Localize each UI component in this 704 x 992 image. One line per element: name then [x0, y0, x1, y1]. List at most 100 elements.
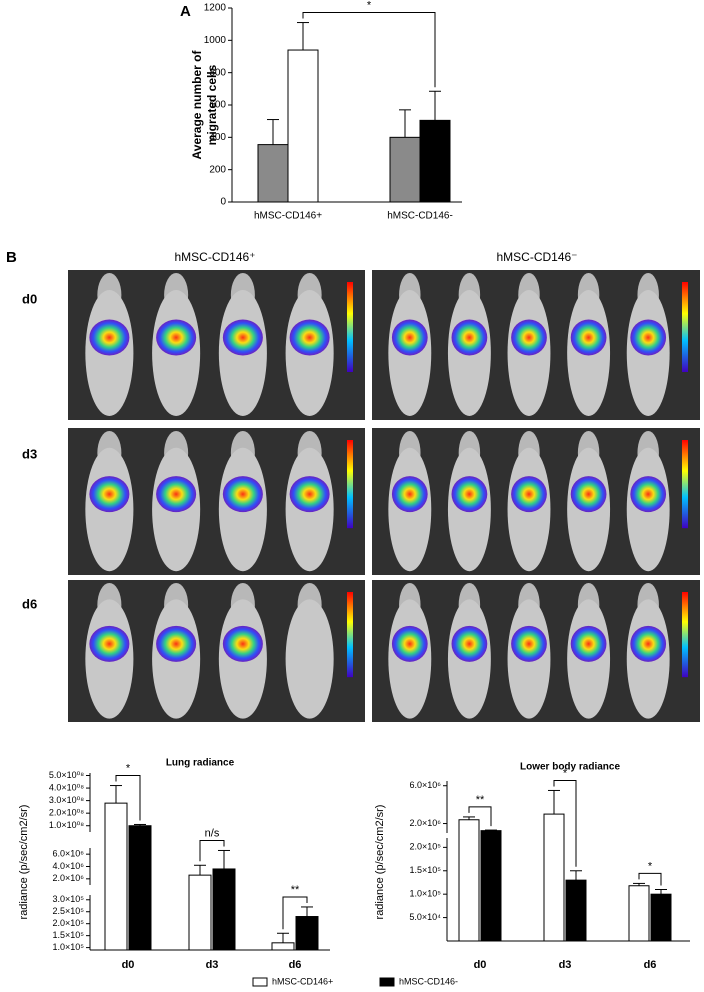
y-tick-label: 1.0×10⁰⁸ — [49, 820, 84, 830]
row-label: d0 — [22, 291, 37, 306]
significance-label: * — [648, 860, 653, 872]
signal-blob — [630, 319, 667, 356]
y-tick-label: 5.0×10⁴ — [409, 912, 441, 922]
significance-label: * — [367, 0, 372, 11]
y-tick-label: 1.5×10⁵ — [409, 865, 441, 875]
bar — [295, 916, 319, 951]
x-tick-label: d3 — [206, 959, 219, 971]
colorbar — [347, 592, 353, 678]
significance-bracket — [199, 839, 225, 862]
bar — [188, 874, 212, 951]
bar — [419, 119, 451, 203]
significance-label: ** — [476, 794, 485, 806]
x-tick-label: d6 — [644, 959, 657, 971]
colorbar — [682, 592, 688, 678]
bar — [104, 802, 128, 951]
y-tick-label: 1.0×10⁵ — [409, 889, 441, 899]
signal-blob — [570, 319, 607, 356]
chart-title: Lung radiance — [166, 758, 235, 769]
colorbar — [682, 282, 688, 372]
panel-label: B — [6, 249, 17, 266]
colorbar — [347, 440, 353, 529]
signal-blob — [451, 319, 488, 356]
y-axis-label: radiance (p/sec/cm2/sr) — [374, 805, 386, 920]
signal-blob — [156, 319, 197, 356]
bar — [628, 885, 650, 942]
x-tick-label: d6 — [289, 959, 302, 971]
row-label: d3 — [22, 446, 37, 461]
signal-blob — [391, 319, 428, 356]
y-tick-label: 2.0×10⁶ — [53, 873, 85, 883]
significance-label: * — [563, 767, 568, 779]
x-tick-label: hMSC-CD146- — [387, 211, 453, 222]
legend-label: hMSC-CD146- — [399, 976, 458, 986]
y-tick-label: 2.0×10⁵ — [52, 918, 84, 928]
mouse-body — [285, 599, 334, 719]
y-tick-label: 2.0×10⁰⁸ — [49, 808, 84, 818]
y-tick-label: 3.0×10⁵ — [52, 894, 84, 904]
x-tick-label: d3 — [559, 959, 572, 971]
column-title: hMSC-CD146⁺ — [174, 250, 255, 264]
y-tick-label: 2.5×10⁵ — [52, 906, 84, 916]
y-tick-label: 5.0×10⁰⁸ — [49, 770, 84, 780]
signal-blob — [391, 476, 428, 513]
y-tick-label: 4.0×10⁶ — [53, 861, 85, 871]
y-tick-label: 1000 — [204, 35, 227, 46]
y-tick-label: 2.0×10⁶ — [410, 818, 442, 828]
legend-swatch — [252, 977, 268, 987]
y-tick-label: 0 — [220, 197, 226, 208]
significance-label: n/s — [205, 827, 220, 839]
significance-label: ** — [291, 884, 300, 896]
signal-blob — [89, 319, 130, 356]
chart-title: Lower body radiance — [520, 762, 620, 773]
significance-bracket — [553, 779, 577, 867]
y-tick-label: 6.0×10⁶ — [53, 849, 85, 859]
bar — [271, 942, 295, 951]
colorbar — [682, 440, 688, 529]
y-axis-label: Average number of — [190, 50, 204, 160]
bar — [650, 893, 672, 942]
significance-label: * — [126, 762, 131, 774]
bar — [389, 136, 421, 203]
significance-bracket — [638, 872, 662, 886]
signal-blob — [511, 625, 547, 662]
bar — [458, 819, 480, 942]
signal-blob — [511, 476, 547, 513]
bar — [543, 813, 565, 942]
bar — [212, 868, 236, 951]
panel-label: A — [180, 3, 191, 20]
bar — [287, 49, 319, 203]
y-tick-label: 800 — [209, 67, 226, 78]
bar — [257, 144, 289, 203]
y-tick-label: 1.0×10⁵ — [52, 942, 84, 952]
signal-blob — [156, 476, 197, 513]
row-label: d6 — [22, 596, 37, 611]
y-tick-label: 1200 — [204, 3, 227, 14]
significance-bracket — [302, 12, 436, 88]
signal-blob — [289, 319, 330, 356]
signal-blob — [222, 319, 263, 356]
column-title: hMSC-CD146⁻ — [496, 250, 577, 264]
legend-label: hMSC-CD146+ — [272, 976, 333, 986]
signal-blob — [222, 625, 263, 662]
x-tick-label: hMSC-CD146+ — [254, 211, 322, 222]
signal-blob — [222, 476, 263, 513]
signal-blob — [156, 625, 197, 662]
signal-blob — [289, 476, 330, 513]
legend-swatch — [379, 977, 395, 987]
x-tick-label: d0 — [122, 959, 135, 971]
x-tick-label: d0 — [474, 959, 487, 971]
signal-blob — [570, 476, 607, 513]
bar — [565, 879, 587, 942]
y-tick-label: 6.0×10⁶ — [410, 780, 442, 790]
y-tick-label: 1.5×10⁵ — [52, 930, 84, 940]
signal-blob — [451, 625, 488, 662]
y-tick-label: 2.0×10⁵ — [409, 842, 441, 852]
y-tick-label: 3.0×10⁰⁸ — [49, 795, 84, 805]
y-axis-label: radiance (p/sec/cm2/sr) — [18, 805, 30, 920]
signal-blob — [570, 625, 607, 662]
y-tick-label: 400 — [209, 132, 226, 143]
signal-blob — [630, 476, 667, 513]
significance-bracket — [468, 806, 492, 827]
